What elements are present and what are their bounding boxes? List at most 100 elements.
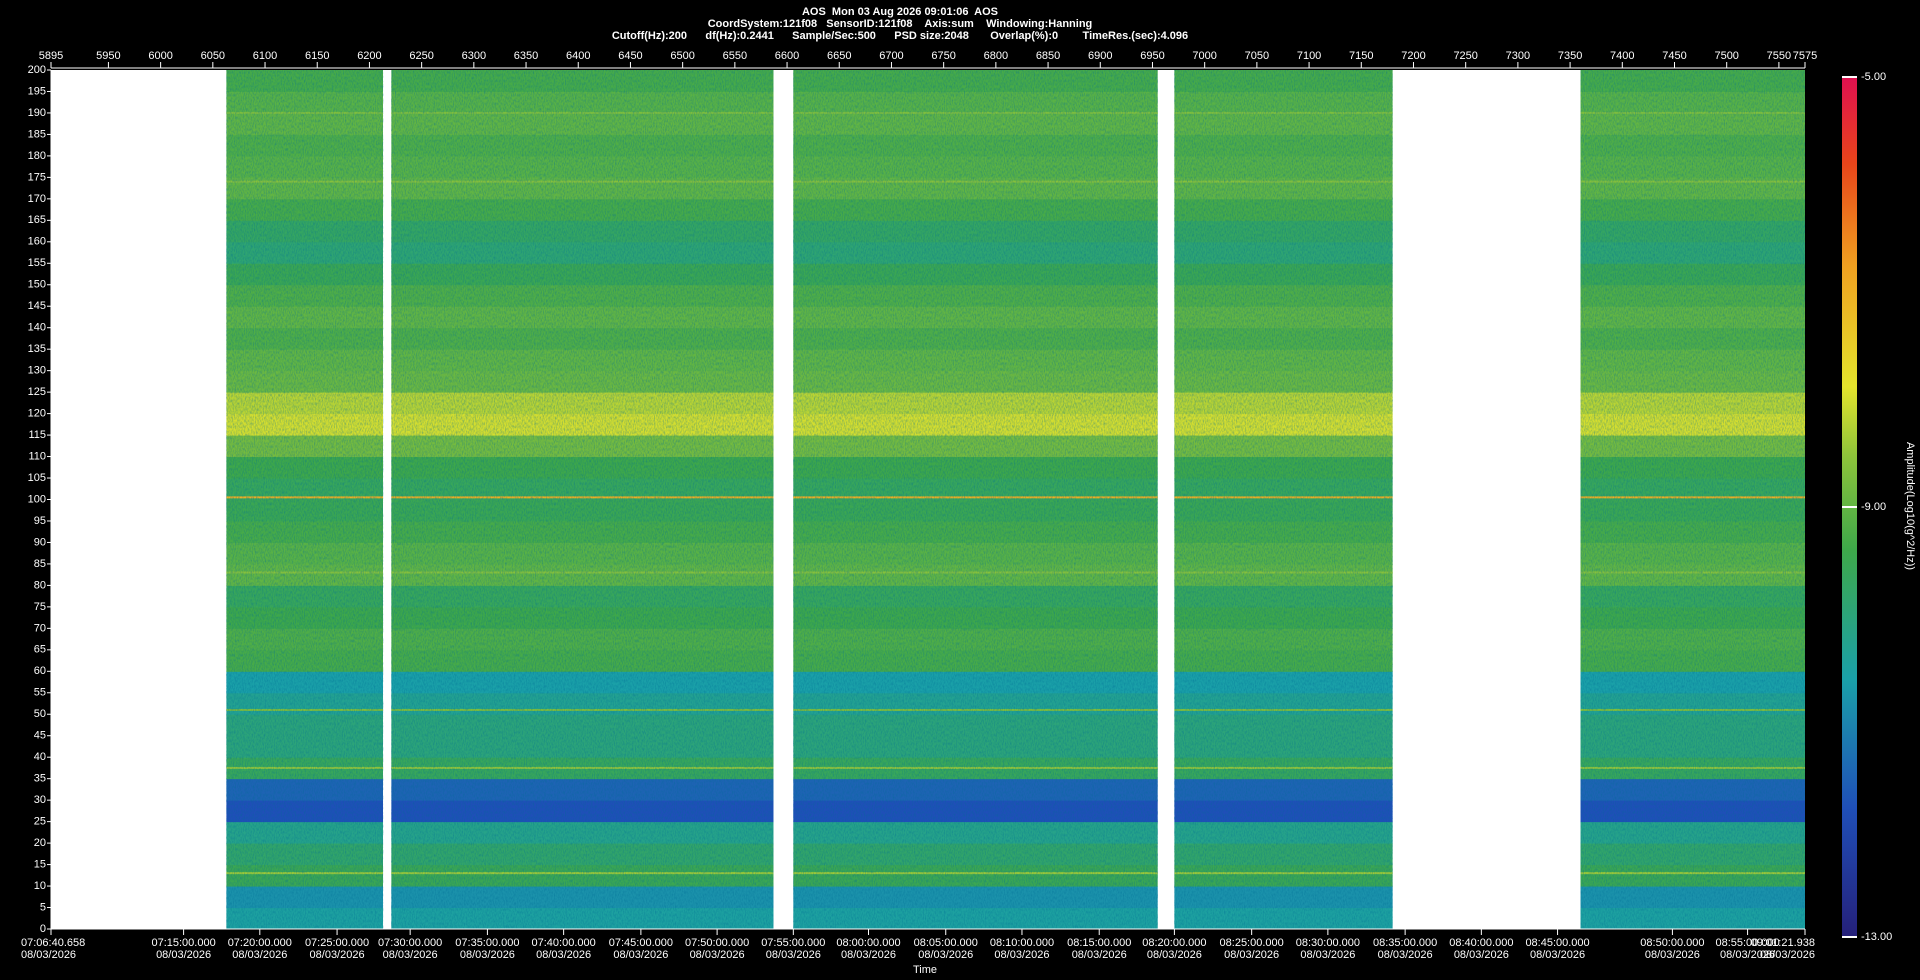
x2-tick-date: 08/03/2026	[690, 949, 745, 961]
texture	[793, 70, 1158, 929]
x2-tick-label: 08:10:00.000	[990, 937, 1054, 949]
x-tick-label: 6150	[305, 50, 329, 62]
y-tick-label: 180	[28, 150, 46, 162]
x2-tick-label: 07:06:40.658	[21, 937, 85, 949]
colorbar-tick-label: -13.00	[1861, 931, 1892, 943]
y-tick-label: 125	[28, 386, 46, 398]
y-tick-label: 105	[28, 472, 46, 484]
x2-tick-label: 08:45:00.000	[1525, 937, 1589, 949]
x-tick-label: 7000	[1192, 50, 1216, 62]
x2-tick-date: 08/03/2026	[1300, 949, 1355, 961]
y-tick-label: 40	[34, 751, 46, 763]
x-tick-label: 6450	[618, 50, 642, 62]
x-tick-label: 6100	[253, 50, 277, 62]
x-tick-label: 6700	[879, 50, 903, 62]
x2-tick-label: 08:30:00.000	[1296, 937, 1360, 949]
y-tick-label: 115	[28, 429, 46, 441]
x2-tick-date: 08/03/2026	[383, 949, 438, 961]
y-tick-label: 165	[28, 214, 46, 226]
x2-tick-date: 08/03/2026	[460, 949, 515, 961]
y-tick-label: 195	[28, 85, 46, 97]
y-tick-label: 0	[40, 923, 46, 935]
x-tick-label: 6600	[775, 50, 799, 62]
x-tick-label: 5950	[96, 50, 120, 62]
y-tick-label: 185	[28, 128, 46, 140]
x2-tick-date: 08/03/2026	[1224, 949, 1279, 961]
data-segment	[793, 70, 1158, 930]
x2-tick-date: 08/03/2026	[1454, 949, 1509, 961]
x-tick-label: 7100	[1297, 50, 1321, 62]
x2-tick-date: 08/03/2026	[841, 949, 896, 961]
y-tick-label: 190	[28, 107, 46, 119]
x2-tick-date: 08/03/2026	[156, 949, 211, 961]
y-tick-label: 150	[28, 279, 46, 291]
x2-tick-label: 07:20:00.000	[228, 937, 292, 949]
data-segment	[226, 70, 384, 930]
x2-tick-label: 08:35:00.000	[1373, 937, 1437, 949]
x-tick-label: 7450	[1662, 50, 1686, 62]
y-tick-label: 160	[28, 236, 46, 248]
x-tick-label: 6300	[462, 50, 486, 62]
x2-tick-date: 08/03/2026	[1378, 949, 1433, 961]
x-tick-label: 6000	[148, 50, 172, 62]
x2-tick-label: 08:25:00.000	[1220, 937, 1284, 949]
y-tick-label: 15	[34, 858, 46, 870]
x2-tick-date: 08/03/2026	[918, 949, 973, 961]
x2-tick-date: 08/03/2026	[1645, 949, 1700, 961]
colorbar-tick-label: -5.00	[1861, 71, 1886, 83]
x-tick-label: 6400	[566, 50, 590, 62]
x-tick-label: 6800	[984, 50, 1008, 62]
texture	[1174, 70, 1393, 929]
y-tick-label: 100	[28, 493, 46, 505]
x-tick-label: 6550	[723, 50, 747, 62]
texture	[226, 70, 384, 929]
y-tick-label: 135	[28, 343, 46, 355]
x2-tick-label: 08:50:00.000	[1640, 937, 1704, 949]
y-tick-label: 170	[28, 193, 46, 205]
x2-tick-date: 08/03/2026	[536, 949, 591, 961]
data-segment	[1174, 70, 1393, 930]
y-tick-label: 60	[34, 665, 46, 677]
x-tick-label: 7300	[1506, 50, 1530, 62]
y-tick-label: 120	[28, 408, 46, 420]
texture	[391, 70, 774, 929]
x2-tick-label: 07:25:00.000	[305, 937, 369, 949]
x2-tick-date: 08/03/2026	[766, 949, 821, 961]
x2-tick-label: 07:55:00.000	[761, 937, 825, 949]
x-tick-label: 6900	[1088, 50, 1112, 62]
x-tick-label: 7550	[1767, 50, 1791, 62]
texture	[1580, 70, 1805, 929]
x2-tick-date: 08/03/2026	[1072, 949, 1127, 961]
y-tick-label: 75	[34, 601, 46, 613]
x2-axis-label: Time	[913, 964, 937, 976]
x-tick-label: 7050	[1245, 50, 1269, 62]
y-tick-label: 140	[28, 322, 46, 334]
x-tick-label: 7500	[1714, 50, 1738, 62]
colorbar-label: Amplitude(Log10(g^2/Hz))	[1904, 442, 1916, 570]
data-segment	[1580, 70, 1805, 930]
x-tick-label: 7200	[1401, 50, 1425, 62]
x-tick-label: 6750	[931, 50, 955, 62]
y-tick-label: 50	[34, 708, 46, 720]
x2-tick-label: 08:15:00.000	[1067, 937, 1131, 949]
colorbar-tick-label: -9.00	[1861, 501, 1886, 513]
y-tick-label: 55	[34, 687, 46, 699]
y-tick-label: 200	[28, 64, 46, 76]
y-tick-label: 30	[34, 794, 46, 806]
y-tick-label: 95	[34, 515, 46, 527]
y-tick-label: 10	[34, 880, 46, 892]
y-tick-label: 80	[34, 579, 46, 591]
y-tick-label: 70	[34, 622, 46, 634]
y-tick-label: 45	[34, 730, 46, 742]
x2-tick-label: 07:35:00.000	[455, 937, 519, 949]
x-tick-label: 5895	[39, 50, 63, 62]
x2-tick-date: 08/03/2026	[1720, 949, 1775, 961]
y-tick-label: 175	[28, 171, 46, 183]
data-segment	[391, 70, 774, 930]
x2-tick-date: 08/03/2026	[310, 949, 365, 961]
x2-tick-date: 08/03/2026	[613, 949, 668, 961]
x-tick-label: 6650	[827, 50, 851, 62]
y-tick-label: 110	[28, 450, 46, 462]
y-tick-label: 35	[34, 773, 46, 785]
x-tick-label: 7400	[1610, 50, 1634, 62]
